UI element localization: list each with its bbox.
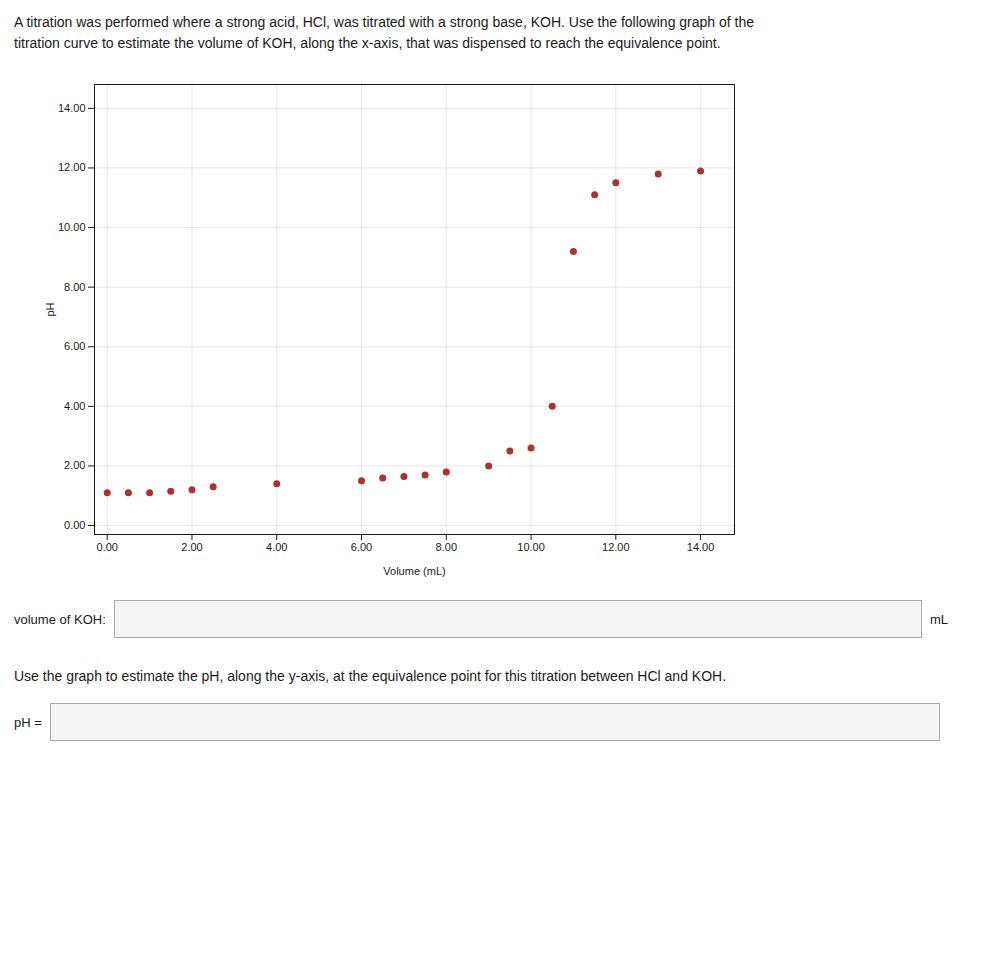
html-text:pH =: pH = <box>14 714 42 730</box>
svg-text:6.00: 6.00 <box>64 340 85 352</box>
svg-text:4.00: 4.00 <box>266 541 287 553</box>
svg-text:14.00: 14.00 <box>687 541 715 553</box>
svg-text:0.00: 0.00 <box>97 541 118 553</box>
html-text:volume of KOH:: volume of KOH: <box>14 611 106 627</box>
svg-text:2.00: 2.00 <box>64 459 85 471</box>
svg-text:14.00: 14.00 <box>58 102 86 114</box>
html-text:A titration was performed wher: A titration was performed where a strong… <box>14 14 754 51</box>
svg-text:10.00: 10.00 <box>58 221 86 233</box>
svg-text:12.00: 12.00 <box>58 161 86 173</box>
svg-text:pH: pH <box>44 302 56 316</box>
svg-text:6.00: 6.00 <box>351 541 372 553</box>
html-text:Use the graph to estimate the: Use the graph to estimate the pH, along … <box>14 668 727 684</box>
svg-text:Volume (mL): Volume (mL) <box>383 565 445 577</box>
html-text:mL: mL <box>929 611 948 627</box>
svg-text:10.00: 10.00 <box>517 541 545 553</box>
svg-text:4.00: 4.00 <box>64 400 85 412</box>
svg-text:2.00: 2.00 <box>181 541 202 553</box>
svg-text:8.00: 8.00 <box>436 541 457 553</box>
svg-text:12.00: 12.00 <box>602 541 630 553</box>
svg-text:8.00: 8.00 <box>64 281 85 293</box>
svg-text:0.00: 0.00 <box>64 519 85 531</box>
